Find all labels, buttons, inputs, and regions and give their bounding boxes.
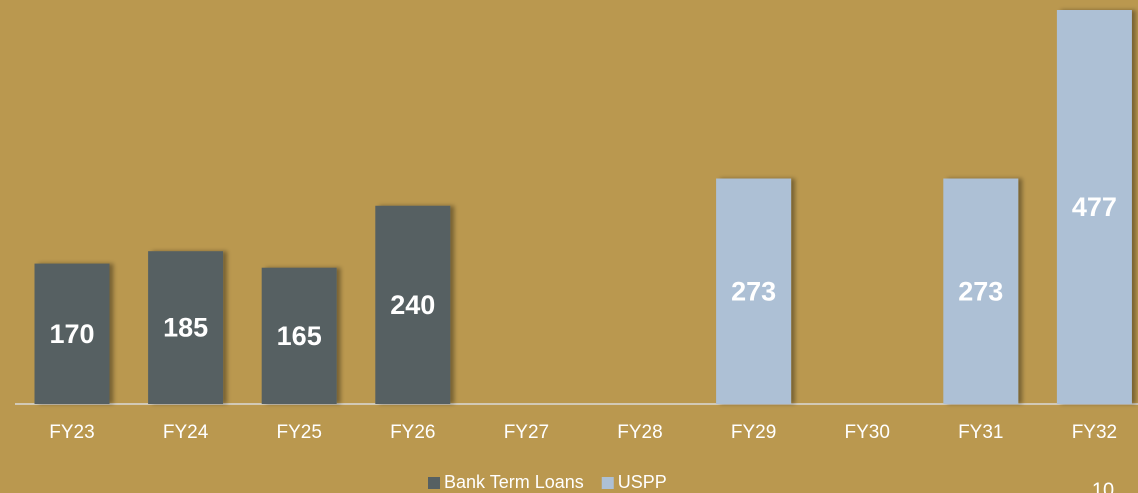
x-tick-label: FY29 xyxy=(731,422,776,443)
x-tick-label: FY26 xyxy=(390,422,435,443)
bar xyxy=(716,178,792,404)
bar xyxy=(34,263,110,404)
page-number: 10 xyxy=(1092,479,1114,493)
x-tick-label: FY28 xyxy=(617,422,662,443)
x-tick-label: FY24 xyxy=(163,422,209,443)
legend-swatch xyxy=(428,477,440,489)
data-label: 477 xyxy=(1072,192,1117,222)
legend-swatch xyxy=(601,477,614,489)
legend-label: Bank Term Loans xyxy=(444,472,584,492)
data-label: 240 xyxy=(390,290,435,320)
bar xyxy=(261,267,337,404)
data-label: 165 xyxy=(277,321,322,351)
data-label: 273 xyxy=(958,276,1003,306)
bar xyxy=(943,178,1019,404)
x-tick-label: FY32 xyxy=(1072,422,1117,443)
x-tick-label: FY27 xyxy=(504,422,549,443)
x-tick-label: FY25 xyxy=(276,422,321,443)
legend-label: USPP xyxy=(618,472,667,492)
x-tick-label: FY30 xyxy=(844,422,889,443)
data-label: 170 xyxy=(49,319,94,349)
bar xyxy=(1056,10,1132,404)
bar xyxy=(148,251,224,404)
data-label: 273 xyxy=(731,276,776,306)
data-label: 185 xyxy=(163,313,208,343)
x-tick-label: FY31 xyxy=(958,422,1003,443)
x-tick-label: FY23 xyxy=(49,422,94,443)
bar xyxy=(375,205,451,404)
